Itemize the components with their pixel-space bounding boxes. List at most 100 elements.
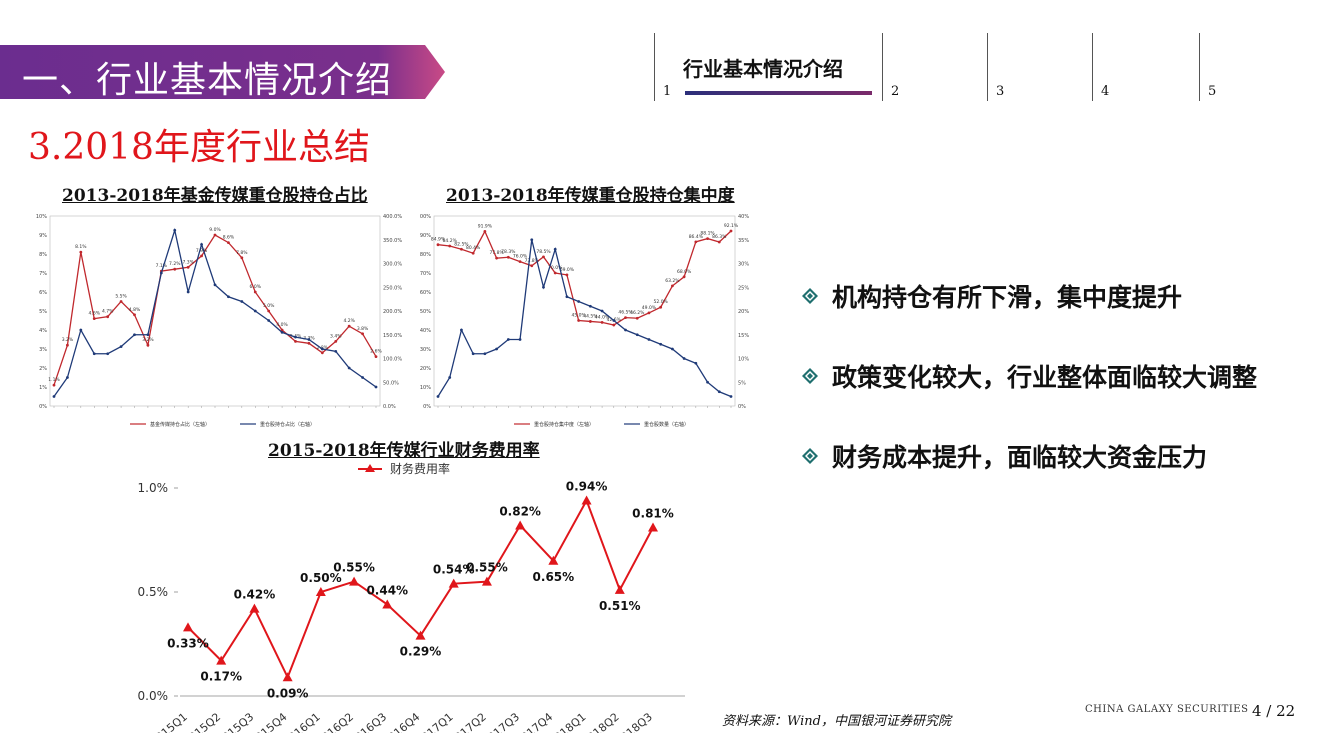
right-axis-tick-label: 50.0%: [383, 380, 399, 386]
data-point: [119, 345, 123, 349]
data-point: [659, 342, 663, 346]
page-number: 4 / 22: [1252, 702, 1296, 720]
data-label: 0.81%: [632, 507, 674, 521]
right-axis-tick-label: 35%: [738, 238, 749, 244]
data-point: [671, 284, 674, 288]
left-axis-tick-label: 4%: [39, 328, 47, 334]
data-point: [448, 244, 452, 248]
data-point: [671, 347, 674, 351]
data-point: [659, 305, 663, 309]
nav-item-5[interactable]: 5: [1199, 33, 1300, 101]
data-label: 0.09%: [267, 686, 309, 700]
right-axis-tick-label: 150.0%: [383, 333, 402, 339]
data-point: [495, 347, 498, 351]
right-axis-tick-label: 25%: [738, 285, 749, 291]
data-label: 0.94%: [566, 479, 608, 493]
nav-item-1[interactable]: 行业基本情况介绍 1: [654, 33, 883, 101]
data-point: [280, 328, 284, 332]
banner-title: 一、行业基本情况介绍: [22, 60, 393, 101]
data-point: [553, 271, 557, 275]
data-point: [518, 338, 522, 341]
data-point: [577, 300, 581, 303]
chart-holding-ratio: 0% 1% 2% 3% 4% 5% 6% 7% 8% 9% 10% 0.0% 50.0% 100.0% 15…: [36, 214, 402, 428]
data-point: [186, 290, 190, 294]
data-point: [227, 295, 230, 299]
data-label: 84.9%: [431, 237, 446, 243]
data-label: 78.3%: [501, 249, 516, 255]
data-label: 2.6%: [370, 349, 382, 355]
data-label: 3.8%: [357, 326, 369, 332]
source-note: 资料来源：Wind，中国银河证券研究院: [722, 714, 951, 729]
data-point: [186, 265, 190, 269]
data-point: [173, 228, 177, 232]
data-label: 7.1%: [156, 263, 168, 269]
data-point: [282, 672, 293, 682]
left-axis-tick-label: 20%: [420, 366, 431, 372]
y-axis-tick-label: 1.0%: [138, 481, 169, 495]
left-axis-tick-label: 60%: [420, 290, 431, 296]
data-label: 46.2%: [630, 310, 645, 316]
data-point: [553, 247, 557, 251]
data-point: [216, 655, 227, 665]
data-point: [347, 324, 351, 328]
right-axis-tick-label: 200.0%: [383, 309, 402, 315]
data-point: [729, 395, 733, 398]
data-point: [213, 283, 217, 287]
data-point: [635, 333, 639, 337]
data-point: [624, 316, 627, 320]
data-point: [600, 321, 604, 324]
data-label: 6.0%: [250, 284, 262, 290]
data-label: 44.0%: [595, 314, 610, 320]
right-axis-tick-label: 40%: [738, 214, 749, 220]
data-point: [66, 343, 69, 347]
data-label: 8.6%: [223, 235, 235, 241]
left-axis-tick-label: 100%: [420, 214, 431, 220]
data-label: 76.0%: [513, 254, 528, 260]
data-point: [146, 343, 150, 347]
data-point: [530, 238, 534, 242]
legend-label: 重仓股数量（右轴）: [644, 421, 689, 428]
chart-title-concentration: 2013-2018年传媒重仓股持仓集中度: [446, 186, 735, 206]
data-point: [682, 357, 686, 360]
data-point: [280, 330, 284, 334]
right-axis-tick-label: 5%: [738, 380, 746, 386]
data-point: [315, 587, 326, 596]
data-point: [52, 395, 56, 398]
left-axis-tick-label: 10%: [420, 385, 431, 391]
left-axis-tick-label: 40%: [420, 328, 431, 334]
data-label: 69.0%: [560, 267, 575, 273]
data-point: [717, 390, 721, 394]
data-point: [52, 383, 56, 387]
data-point: [200, 254, 203, 258]
plot-frame: [433, 215, 736, 407]
data-point: [213, 233, 217, 237]
data-label: 0.51%: [599, 599, 641, 613]
nav-active-underline: [685, 91, 872, 95]
data-label: 0.29%: [400, 645, 442, 659]
left-axis-tick-label: 8%: [39, 252, 47, 258]
data-point: [347, 366, 351, 370]
data-point: [240, 300, 244, 303]
data-point: [119, 300, 123, 303]
nav-item-2[interactable]: 2: [882, 33, 988, 101]
data-label: 8.1%: [75, 244, 87, 250]
data-point: [471, 352, 475, 356]
header-banner: 一、行业基本情况介绍: [0, 45, 445, 101]
data-label: 4.0%: [276, 322, 288, 328]
nav-item-3[interactable]: 3: [987, 33, 1093, 101]
left-axis-tick-label: 10%: [36, 214, 47, 220]
data-point: [294, 340, 297, 343]
data-label: 80.4%: [466, 245, 481, 251]
data-point: [249, 603, 260, 613]
nav-item-number: 2: [891, 84, 900, 99]
nav-item-4[interactable]: 4: [1092, 33, 1200, 101]
data-label: 78.5%: [536, 249, 551, 255]
legend-marker: [365, 464, 375, 472]
data-point: [706, 380, 709, 384]
data-point: [694, 240, 698, 244]
data-point: [682, 275, 686, 279]
legend-label: 重仓股持仓占比（右轴）: [260, 421, 315, 428]
data-point: [577, 319, 581, 322]
right-axis-tick-label: 10%: [738, 357, 749, 363]
data-point: [146, 333, 150, 337]
